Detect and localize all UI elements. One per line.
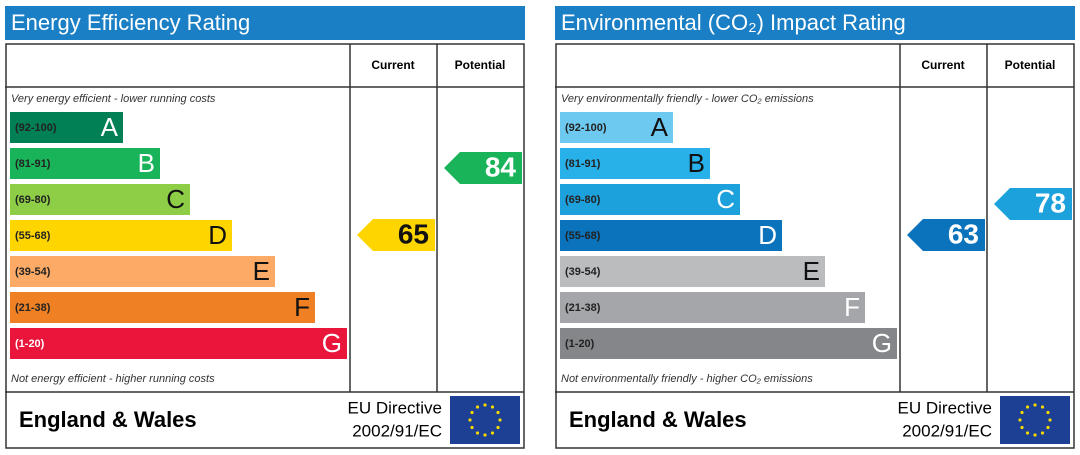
rating-value: 65 (398, 218, 429, 249)
flag-star (483, 433, 487, 437)
band-range: (39-54) (565, 266, 601, 278)
band-letter: A (101, 112, 119, 142)
flag-star (1033, 433, 1037, 437)
band-range: (69-80) (565, 194, 601, 206)
band-letter: D (758, 220, 777, 250)
rating-panel: Environmental (CO₂) Impact Rating Current… (555, 6, 1075, 449)
rating-band (10, 220, 232, 251)
rating-arrow (907, 219, 985, 251)
flag-star (468, 418, 472, 422)
band-letter: A (651, 112, 669, 142)
band-letter: G (322, 328, 342, 358)
footer-directive: EU Directive (898, 398, 992, 417)
band-range: (55-68) (565, 230, 601, 242)
flag-star (1040, 405, 1045, 409)
flag-star (496, 425, 500, 430)
column-header: Potential (1005, 58, 1056, 72)
flag-star (498, 418, 502, 422)
title-bar (5, 6, 525, 40)
band-letter: C (716, 184, 735, 214)
band-range: (39-54) (15, 266, 51, 278)
flag-star (475, 405, 480, 409)
rating-band (10, 328, 347, 359)
eu-flag (1000, 396, 1070, 444)
column-header: Current (371, 58, 414, 72)
flag-star (490, 431, 495, 435)
rating-band (560, 292, 865, 323)
band-range: (1-20) (15, 338, 45, 350)
band-range: (92-100) (15, 122, 57, 134)
footer-directive: EU Directive (348, 398, 442, 417)
rating-band (10, 184, 190, 215)
rating-band (560, 148, 710, 179)
flag-star (475, 431, 480, 435)
rating-arrow (444, 152, 522, 184)
top-note: Very environmentally friendly - lower CO… (561, 93, 814, 105)
column-header: Potential (455, 58, 506, 72)
band-letter: D (208, 220, 227, 250)
rating-band (10, 292, 315, 323)
flag-star (470, 410, 474, 415)
band-letter: B (688, 148, 705, 178)
flag-star (1033, 403, 1037, 407)
flag-star (490, 405, 495, 409)
rating-band (560, 328, 897, 359)
flag-star (1040, 431, 1045, 435)
footer-region: England & Wales (19, 407, 197, 432)
band-range: (69-80) (15, 194, 51, 206)
band-range: (21-38) (565, 302, 601, 314)
flag-star (483, 403, 487, 407)
rating-band (10, 148, 160, 179)
band-letter: B (138, 148, 155, 178)
rating-arrow (357, 219, 435, 251)
flag-star (496, 410, 500, 415)
footer-region: England & Wales (569, 407, 747, 432)
flag-star (470, 425, 474, 430)
band-range: (1-20) (565, 338, 595, 350)
flag-star (1048, 418, 1052, 422)
flag-star (1025, 431, 1030, 435)
rating-band (560, 184, 740, 215)
bottom-note: Not energy efficient - higher running co… (11, 373, 215, 385)
band-letter: F (294, 292, 310, 322)
flag-star (1020, 425, 1024, 430)
band-letter: E (253, 256, 270, 286)
eu-flag (450, 396, 520, 444)
rating-value: 78 (1035, 187, 1066, 218)
band-letter: G (872, 328, 892, 358)
top-note: Very energy efficient - lower running co… (11, 93, 216, 105)
title-bar (555, 6, 1075, 40)
rating-band (560, 256, 825, 287)
panel-title: Energy Efficiency Rating (11, 10, 250, 35)
band-range: (92-100) (565, 122, 607, 134)
rating-band (10, 112, 123, 143)
band-range: (21-38) (15, 302, 51, 314)
band-range: (81-91) (15, 158, 51, 170)
band-letter: E (803, 256, 820, 286)
rating-band (10, 256, 275, 287)
footer-code: 2002/91/EC (352, 421, 442, 440)
bottom-note: Not environmentally friendly - higher CO… (561, 373, 813, 385)
column-header: Current (921, 58, 964, 72)
footer-code: 2002/91/EC (902, 421, 992, 440)
flag-star (1018, 418, 1022, 422)
band-letter: F (844, 292, 860, 322)
rating-arrow (994, 188, 1072, 220)
band-letter: C (166, 184, 185, 214)
flag-star (1020, 410, 1024, 415)
rating-value: 84 (485, 151, 517, 182)
rating-panel: Energy Efficiency Rating Current Potential… (5, 6, 525, 449)
rating-band (560, 220, 782, 251)
rating-band (560, 112, 673, 143)
band-range: (55-68) (15, 230, 51, 242)
panel-title: Environmental (CO₂) Impact Rating (561, 10, 906, 35)
flag-star (1025, 405, 1030, 409)
flag-star (1046, 410, 1050, 415)
rating-value: 63 (948, 218, 979, 249)
band-range: (81-91) (565, 158, 601, 170)
flag-star (1046, 425, 1050, 430)
